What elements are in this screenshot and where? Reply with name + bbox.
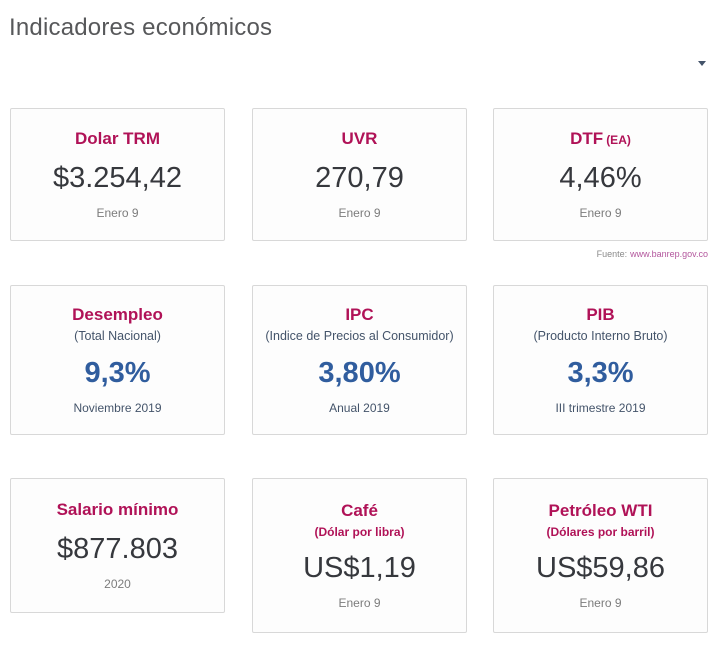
page-title: Indicadores económicos: [9, 14, 273, 41]
card-ipc: IPC (Indice de Precios al Consumidor) 3,…: [252, 285, 467, 435]
card-subtitle: (Indice de Precios al Consumidor): [265, 329, 454, 344]
card-title: Petróleo WTI: [548, 500, 653, 520]
source-prefix: Fuente:: [596, 249, 628, 259]
card-date: Enero 9: [579, 205, 622, 220]
card-value: 270,79: [315, 161, 404, 194]
card-date: Enero 9: [338, 205, 381, 220]
card-title: Café: [341, 500, 378, 520]
card-title: Salario mínimo: [56, 500, 179, 520]
card-date: Enero 9: [579, 596, 622, 611]
card-title: UVR: [341, 129, 378, 149]
card-title-suffix: (EA): [606, 133, 631, 148]
card-uvr: UVR 270,79 Enero 9: [252, 108, 467, 241]
card-date: Noviembre 2019: [73, 400, 162, 415]
card-title: Dolar TRM: [75, 129, 160, 149]
card-date: Enero 9: [96, 205, 139, 220]
card-value: $3.254,42: [52, 161, 182, 194]
card-title: Desempleo: [72, 305, 163, 325]
caret-down-icon: [698, 60, 706, 66]
card-title: PIB: [586, 305, 615, 325]
card-value: 4,46%: [559, 161, 642, 194]
card-title: DTF (EA): [570, 129, 631, 149]
card-dtf: DTF (EA) 4,46% Enero 9: [493, 108, 708, 241]
card-value: $877.803: [57, 532, 178, 565]
card-dolar-trm: Dolar TRM $3.254,42 Enero 9: [10, 108, 225, 241]
card-date: III trimestre 2019: [555, 400, 646, 415]
card-value: 3,80%: [318, 357, 401, 390]
source-link[interactable]: www.banrep.gov.co: [630, 249, 708, 259]
card-subtitle: (Dólares por barril): [546, 525, 655, 540]
card-salario-minimo: Salario mínimo $877.803 2020: [10, 478, 225, 613]
card-subtitle: (Dólar por libra): [314, 525, 405, 540]
card-value: 3,3%: [567, 357, 634, 390]
card-date: Enero 9: [338, 596, 381, 611]
source-line: Fuente: www.banrep.gov.co: [597, 249, 708, 259]
card-subtitle: (Total Nacional): [74, 329, 161, 344]
card-date: 2020: [104, 576, 131, 591]
card-title-text: DTF: [570, 129, 604, 149]
card-desempleo: Desempleo (Total Nacional) 9,3% Noviembr…: [10, 285, 225, 435]
card-date: Anual 2019: [329, 400, 390, 415]
card-title: IPC: [345, 305, 374, 325]
card-value: US$1,19: [303, 552, 416, 585]
card-value: 9,3%: [84, 357, 151, 390]
card-value: US$59,86: [536, 552, 665, 585]
card-cafe: Café (Dólar por libra) US$1,19 Enero 9: [252, 478, 467, 633]
card-subtitle: (Producto Interno Bruto): [533, 329, 668, 344]
card-pib: PIB (Producto Interno Bruto) 3,3% III tr…: [493, 285, 708, 435]
card-petroleo-wti: Petróleo WTI (Dólares por barril) US$59,…: [493, 478, 708, 633]
dropdown-toggle[interactable]: [694, 56, 710, 70]
